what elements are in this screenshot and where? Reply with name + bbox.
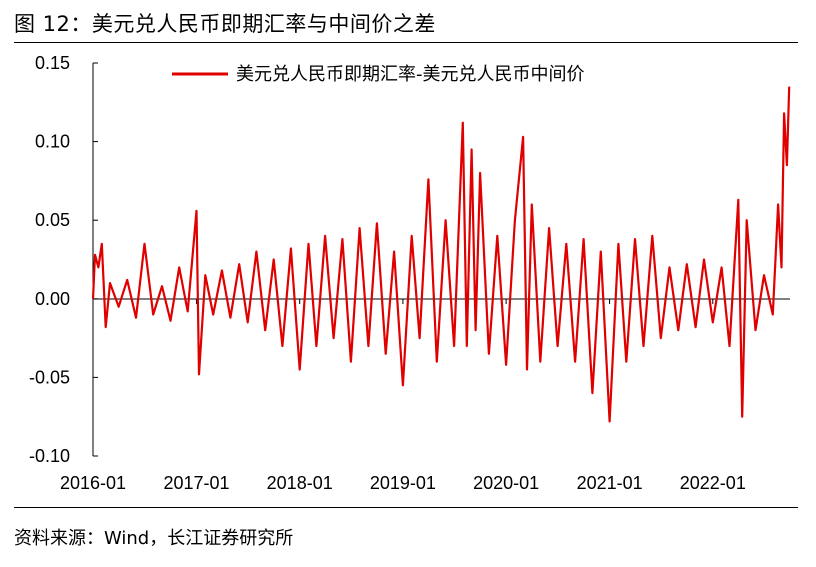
title-rule xyxy=(14,42,798,43)
x-tick-label: 2017-01 xyxy=(163,473,229,493)
x-tick-label: 2019-01 xyxy=(370,473,436,493)
y-tick-label: 0.00 xyxy=(35,289,70,309)
source-rule xyxy=(14,507,798,508)
x-tick-label: 2018-01 xyxy=(267,473,333,493)
y-tick-label: 0.15 xyxy=(35,53,70,73)
legend-label: 美元兑人民币即期汇率-美元兑人民币中间价 xyxy=(236,64,585,85)
source-note: 资料来源：Wind，长江证券研究所 xyxy=(14,528,294,549)
legend: 美元兑人民币即期汇率-美元兑人民币中间价 xyxy=(172,64,585,85)
x-tick-label: 2020-01 xyxy=(473,473,539,493)
y-tick-label: -0.05 xyxy=(29,367,70,387)
y-axis-ticks: 0.15 0.10 0.05 0.00 -0.05 -0.10 xyxy=(29,53,98,466)
x-tick-label: 2022-01 xyxy=(680,473,746,493)
y-tick-label: 0.10 xyxy=(35,132,70,152)
x-axis-ticks: 2016-01 2017-01 2018-01 2019-01 2020-01 2021-… xyxy=(60,299,746,493)
y-tick-label: -0.10 xyxy=(29,446,70,466)
series-layer xyxy=(91,86,791,423)
figure-title: 图 12：美元兑人民币即期汇率与中间价之差 xyxy=(14,12,436,36)
series-line xyxy=(91,86,791,423)
x-tick-label: 2021-01 xyxy=(577,473,643,493)
x-tick-label: 2016-01 xyxy=(60,473,126,493)
y-tick-label: 0.05 xyxy=(35,210,70,230)
